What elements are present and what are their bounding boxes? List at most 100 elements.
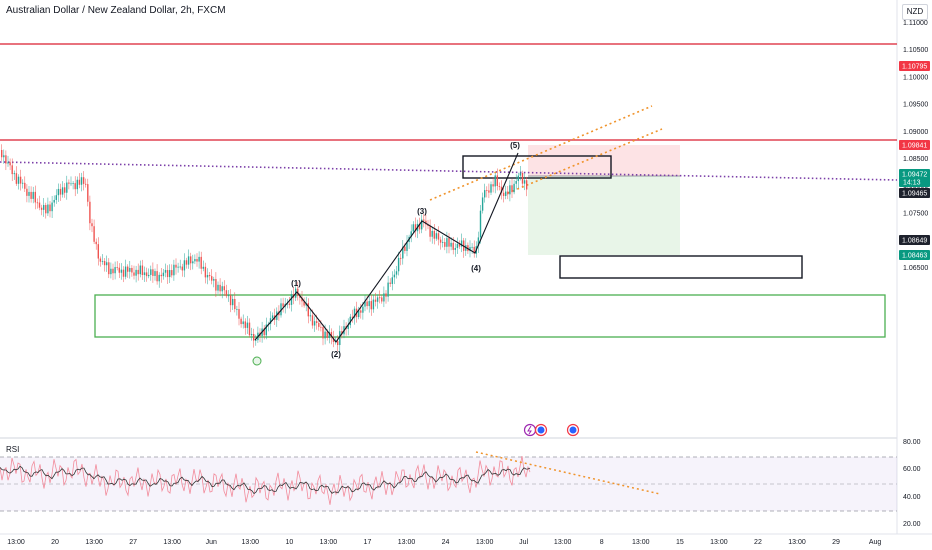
candle-body: [114, 267, 116, 274]
candle-body: [156, 271, 158, 282]
candle-body: [24, 182, 26, 189]
candle-body: [72, 183, 74, 184]
candle-body: [179, 266, 181, 268]
candle-body: [456, 244, 459, 249]
elliott-wave-path[interactable]: [254, 152, 519, 343]
candle-body: [211, 276, 213, 281]
wave-label-1: (1): [291, 279, 301, 288]
candle-body: [13, 173, 15, 175]
candle-body: [45, 205, 47, 214]
candle-body: [477, 237, 480, 247]
candle-body: [280, 303, 282, 316]
channel-line-upper[interactable]: [429, 105, 653, 201]
candle-body: [320, 326, 322, 328]
candle-body: [122, 269, 125, 277]
candle-body: [154, 271, 156, 276]
candle-body: [448, 238, 450, 247]
price-label-tag: [899, 250, 930, 260]
candle-body: [381, 297, 383, 302]
target-box[interactable]: [559, 255, 803, 279]
candle-body: [215, 279, 217, 291]
price-tick-label: 1.08500: [903, 156, 928, 163]
candle-body: [362, 306, 364, 313]
candle-body: [423, 219, 425, 221]
candle-body: [526, 180, 528, 190]
candle-body: [101, 261, 104, 262]
candle-body: [282, 303, 284, 307]
candle-body: [127, 266, 129, 272]
candle-body: [328, 332, 330, 338]
candle-body: [290, 294, 293, 305]
time-tick-label: 27: [129, 539, 137, 546]
price-label-text: 1.09465: [902, 191, 927, 198]
candle-body: [89, 201, 91, 224]
candle-body: [351, 316, 354, 318]
candle-body: [393, 274, 396, 278]
candle-body: [307, 303, 309, 317]
candle-body: [387, 282, 389, 297]
candle-body: [11, 165, 13, 175]
currency-badge[interactable]: NZD: [902, 4, 928, 20]
price-label-tag: [899, 61, 930, 71]
candle-body: [248, 322, 251, 336]
supply-box[interactable]: [462, 155, 612, 179]
price-tick-label: 1.10500: [903, 47, 928, 54]
candle-body: [238, 309, 240, 319]
time-tick-label: Aug: [869, 539, 882, 546]
candle-body: [410, 231, 412, 237]
candle-body: [53, 199, 55, 203]
candle-body: [28, 191, 30, 196]
price-label-tag: [899, 235, 930, 245]
candle-body: [397, 257, 400, 272]
start-marker-icon[interactable]: [252, 356, 262, 366]
candle-body: [26, 188, 28, 196]
candle-body: [129, 267, 131, 272]
candle-body: [309, 315, 312, 317]
candle-body: [57, 188, 60, 196]
candle-body: [30, 191, 32, 199]
candle-body: [9, 162, 11, 166]
candle-body: [133, 272, 135, 276]
candle-body: [372, 299, 375, 310]
candle-body: [439, 239, 442, 243]
candle-body: [370, 301, 372, 310]
candle-body: [433, 230, 435, 239]
candle-body: [118, 267, 120, 273]
candle-body: [269, 318, 272, 324]
candle-body: [185, 260, 188, 265]
wave-label-5: (5): [510, 141, 520, 150]
candle-body: [76, 179, 78, 190]
lightning-event-icon[interactable]: [523, 423, 537, 437]
candle-body: [494, 175, 496, 187]
rsi-divergence-line[interactable]: [475, 451, 661, 495]
purple-trendline[interactable]: [0, 161, 898, 181]
candle-body: [43, 205, 45, 210]
time-axis[interactable]: 13:00 20 13:00 27 13:00 Jun 13:00 10 13:00 17 13:0…: [7, 539, 881, 546]
candle-body: [152, 269, 154, 276]
candle-body: [22, 182, 24, 184]
candle-body: [490, 184, 492, 193]
candle-body: [173, 264, 175, 276]
candle-body: [330, 332, 333, 338]
candle-body: [236, 309, 238, 310]
candle-body: [316, 321, 318, 323]
take-profit-zone[interactable]: [528, 176, 680, 255]
candle-body: [32, 191, 34, 199]
candle-body: [299, 295, 301, 298]
candle-body: [208, 274, 211, 277]
stop-loss-zone[interactable]: [528, 145, 680, 176]
candle-body: [148, 274, 150, 277]
candle-body: [194, 259, 196, 262]
candle-body: [303, 301, 305, 306]
time-tick-label: 22: [754, 539, 762, 546]
demand-zone[interactable]: [94, 294, 886, 338]
candle-body: [265, 324, 267, 336]
time-tick-label: 8: [600, 539, 604, 546]
candle-body: [450, 242, 452, 247]
candle-body: [431, 230, 433, 237]
wave-label-3: (3): [417, 207, 427, 216]
candle-body: [502, 192, 505, 196]
candle-body: [425, 220, 427, 225]
